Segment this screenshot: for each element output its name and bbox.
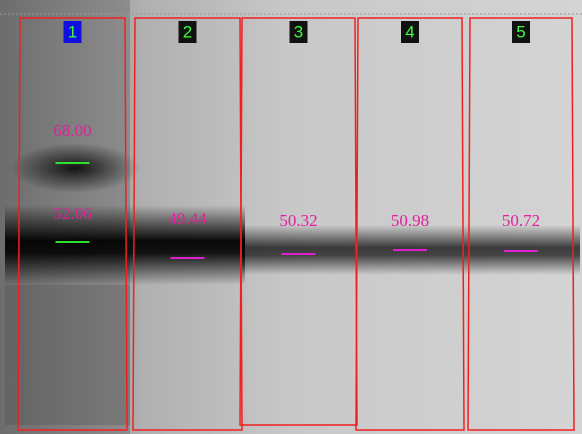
band-value: 50.72 — [502, 211, 540, 230]
lane-label: 3 — [294, 22, 303, 41]
dark-band — [5, 205, 245, 285]
page: {"lanes": [ {"label": "1", "bands": ["68… — [0, 0, 582, 434]
band-value: 50.98 — [391, 211, 429, 230]
upper-band — [10, 143, 140, 193]
lane-label: 4 — [405, 22, 414, 41]
band-value: 50.32 — [279, 211, 317, 230]
lane-label: 1 — [68, 22, 77, 41]
band-value: 68.00 — [53, 121, 91, 140]
lane-label: 5 — [516, 22, 525, 41]
band-value: 49.44 — [168, 209, 207, 228]
gel-image: 1 68.00 52.06 2 49.44 3 50.32 4 50.98 5 50.72 — [0, 0, 582, 434]
lane-shade — [5, 285, 130, 425]
band-value: 52.06 — [53, 204, 91, 223]
lane-label: 2 — [183, 22, 192, 41]
